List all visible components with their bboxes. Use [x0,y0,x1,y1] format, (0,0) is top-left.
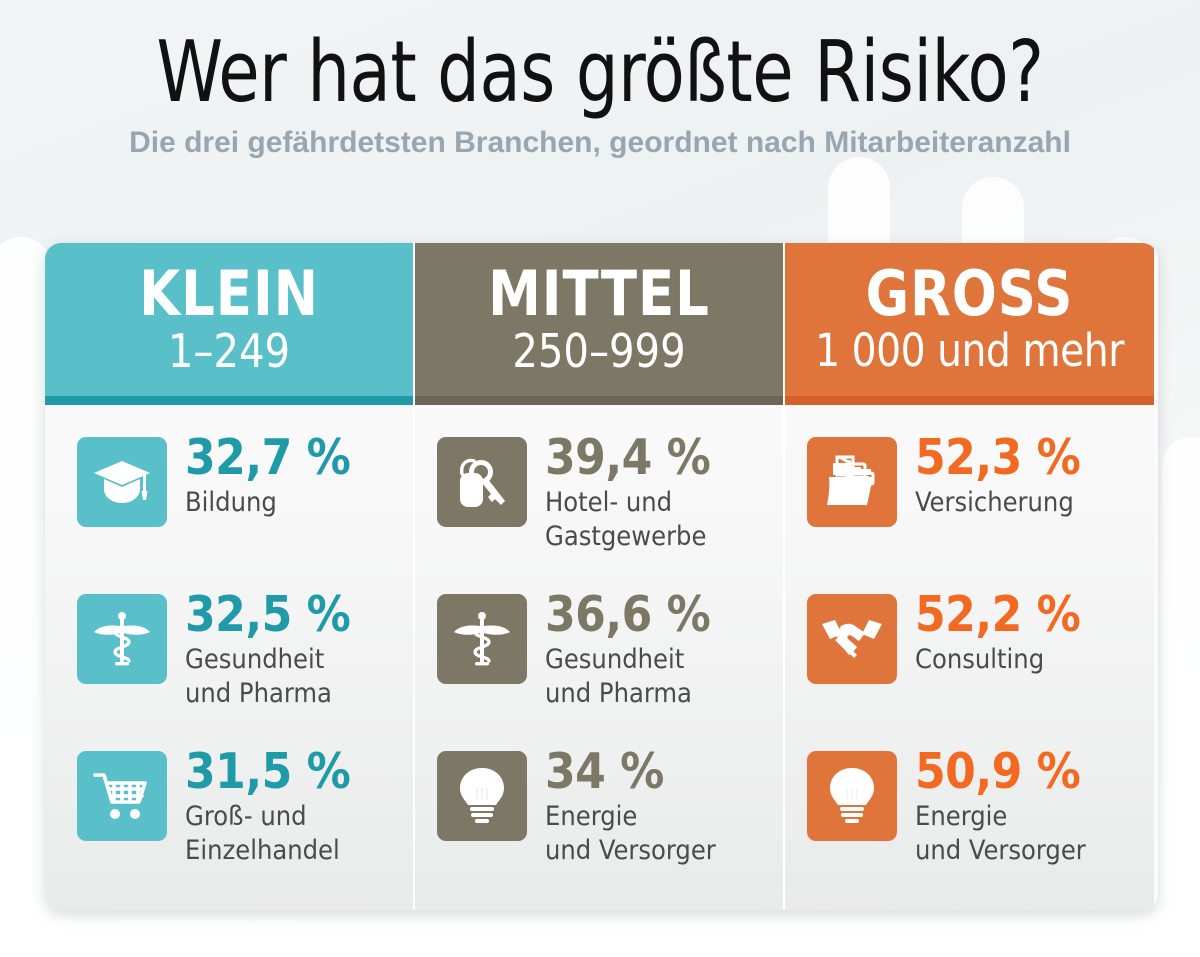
stat-text: 36,6 % Gesundheit und Pharma [527,586,711,711]
stat-text: 31,5 % Groß- und Einzelhandel [167,743,351,868]
lightbulb-icon [437,751,527,841]
caduceus-icon [77,594,167,684]
stat-text: 34 % Energie und Versorger [527,747,716,868]
stat-text: 52,3 % Versicherung [897,429,1081,520]
folder-documents-icon [807,437,897,527]
stat-row[interactable]: 32,7 % Bildung [45,433,413,590]
segment-header-gross: GROSS 1 000 und mehr [785,243,1154,405]
segment-body-mittel: 39,4 % Hotel- und Gastgewerbe [415,405,783,910]
handshake-icon [807,594,897,684]
caduceus-icon [437,594,527,684]
segment-mittel: MITTEL 250–999 39,4 % Hotel- und Gastgew… [413,243,785,910]
segment-body-gross: 52,3 % Versicherung [785,405,1154,910]
stat-label: Hotel- und Gastgewerbe [545,486,707,552]
headline-block: Wer hat das größte Risiko? Die drei gefä… [0,0,1200,163]
stat-label: Consulting [915,643,1045,675]
stat-row[interactable]: 52,3 % Versicherung [785,433,1154,590]
segment-header-mittel: MITTEL 250–999 [415,243,783,405]
stat-label: Gesundheit und Pharma [185,643,332,709]
stat-value: 32,7 % [185,429,351,486]
segment-name-mittel: MITTEL [488,257,710,330]
stat-row[interactable]: 50,9 % Energie und Versorger [785,747,1154,904]
stat-label: Energie und Versorger [915,800,1086,866]
stat-row[interactable]: 31,5 % Groß- und Einzelhandel [45,747,413,904]
stat-row[interactable]: 39,4 % Hotel- und Gastgewerbe [415,433,783,590]
graduation-cap-icon [77,437,167,527]
segment-name-klein: KLEIN [139,257,319,330]
stat-label: Groß- und Einzelhandel [185,800,340,866]
stat-text: 39,4 % Hotel- und Gastgewerbe [527,429,711,554]
stat-value: 31,5 % [185,743,351,800]
stat-value: 52,2 % [915,586,1081,643]
hotel-key-icon [437,437,527,527]
segment-range-gross: 1 000 und mehr [815,324,1124,377]
stat-row[interactable]: 32,5 % Gesundheit und Pharma [45,590,413,747]
stat-row[interactable]: 34 % Energie und Versorger [415,747,783,904]
stat-value: 39,4 % [545,429,711,486]
comparison-card: KLEIN 1–249 32,7 % Bildung [45,243,1158,910]
shopping-cart-icon [77,751,167,841]
segment-range-klein: 1–249 [167,324,291,378]
segment-name-gross: GROSS [865,257,1074,330]
stat-value: 52,3 % [915,429,1081,486]
page-subtitle: Die drei gefährdetsten Branchen, geordne… [129,126,1071,160]
stat-label: Bildung [185,486,277,518]
segment-klein: KLEIN 1–249 32,7 % Bildung [45,243,413,910]
stat-value: 34 % [545,743,664,800]
segment-header-klein: KLEIN 1–249 [45,243,413,405]
stat-value: 36,6 % [545,586,711,643]
stat-row[interactable]: 36,6 % Gesundheit und Pharma [415,590,783,747]
stat-text: 32,5 % Gesundheit und Pharma [167,586,351,711]
segment-gross: GROSS 1 000 und mehr [785,243,1154,910]
stat-text: 50,9 % Energie und Versorger [897,747,1086,868]
stat-row[interactable]: 52,2 % Consulting [785,590,1154,747]
stat-value: 50,9 % [915,743,1081,800]
segment-body-klein: 32,7 % Bildung 32,5 % [45,405,413,910]
page-title: Wer hat das größte Risiko? [156,23,1044,122]
stat-label: Energie und Versorger [545,800,716,866]
segment-range-mittel: 250–999 [512,324,686,378]
stat-value: 32,5 % [185,586,351,643]
stat-label: Versicherung [915,486,1074,518]
lightbulb-icon [807,751,897,841]
stat-text: 52,2 % Consulting [897,586,1081,677]
stat-label: Gesundheit und Pharma [545,643,692,709]
stat-text: 32,7 % Bildung [167,429,351,520]
